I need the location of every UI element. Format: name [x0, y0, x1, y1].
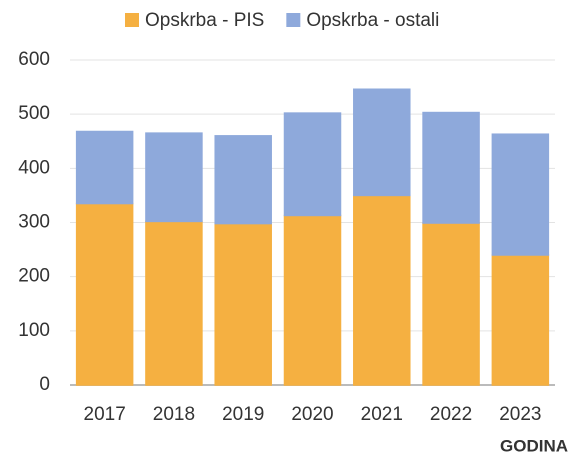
bar-segment — [491, 254, 550, 386]
bar-segment — [491, 133, 550, 256]
bar-segment — [145, 132, 203, 223]
bar-segment — [75, 130, 134, 205]
y-tick-label: 100 — [18, 320, 50, 341]
x-tick-label: 2021 — [361, 404, 403, 425]
x-tick-label: 2017 — [84, 404, 126, 425]
bar-segment — [214, 135, 272, 225]
bar-segment — [214, 222, 272, 386]
bar-segment — [422, 222, 480, 386]
y-tick-label: 500 — [18, 103, 50, 124]
legend-label: Opskrba - PIS — [145, 10, 264, 31]
legend-label: Opskrba - ostali — [306, 10, 439, 31]
x-tick-label: 2020 — [291, 404, 333, 425]
bar-segment — [353, 194, 411, 386]
legend-swatch — [125, 13, 139, 27]
bar-segment — [422, 111, 480, 224]
y-tick-label: 200 — [18, 266, 50, 287]
x-axis-label: GODINA — [500, 436, 568, 455]
x-tick-label: 2023 — [499, 404, 541, 425]
bar-segment — [75, 202, 134, 386]
bar-segment — [283, 112, 342, 217]
y-tick-label: 400 — [18, 157, 50, 178]
x-tick-label: 2019 — [222, 404, 264, 425]
bar-segment — [353, 88, 411, 197]
y-tick-label: 0 — [39, 374, 50, 395]
x-tick-label: 2018 — [153, 404, 195, 425]
y-tick-label: 300 — [18, 212, 50, 233]
x-tick-label: 2022 — [430, 404, 472, 425]
legend-swatch — [286, 13, 301, 27]
y-tick-label: 600 — [18, 49, 50, 70]
bar-segment — [283, 214, 342, 386]
bar-segment — [145, 220, 203, 386]
